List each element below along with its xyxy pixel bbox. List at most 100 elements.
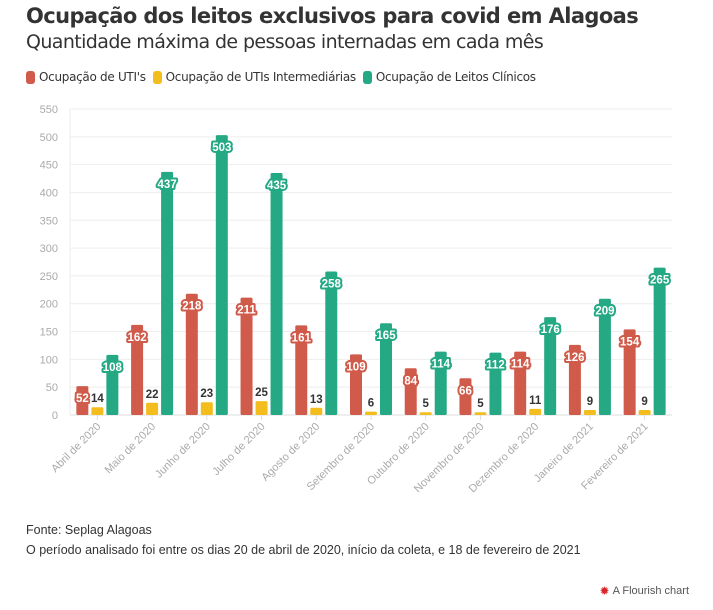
- period-note: O período analisado foi entre os dias 20…: [26, 543, 581, 557]
- data-label: 154: [620, 336, 640, 348]
- bar[interactable]: [106, 354, 119, 415]
- bar[interactable]: [76, 386, 89, 415]
- legend-item-uti[interactable]: Ocupação de UTI's: [26, 70, 146, 84]
- bar[interactable]: [598, 298, 611, 415]
- bar[interactable]: [91, 407, 104, 415]
- legend-label-uti-intermediaria: Ocupação de UTIs Intermediárias: [165, 70, 356, 84]
- legend: Ocupação de UTI's Ocupação de UTIs Inter…: [26, 70, 543, 84]
- data-label: 5: [477, 398, 484, 410]
- bar[interactable]: [459, 378, 472, 415]
- y-tick-label: 0: [52, 410, 58, 422]
- data-label: 112: [486, 360, 505, 372]
- flourish-credit-link[interactable]: ✹ A Flourish chart: [600, 584, 689, 598]
- bar[interactable]: [325, 271, 338, 415]
- bar[interactable]: [255, 401, 268, 415]
- data-labels: 52 14 108 162 22 437 218 23 503 211 25 435 161 13 258 1…: [74, 140, 672, 412]
- bar[interactable]: [514, 351, 527, 415]
- legend-label-uti: Ocupação de UTI's: [39, 70, 146, 84]
- data-label: 437: [157, 179, 176, 191]
- chart-title: Ocupação dos leitos exclusivos para covi…: [26, 4, 639, 28]
- bar[interactable]: [380, 323, 392, 415]
- data-label: 6: [368, 398, 374, 410]
- data-label: 114: [511, 359, 530, 371]
- bar[interactable]: [653, 267, 666, 415]
- data-label: 109: [346, 361, 365, 373]
- data-label: 25: [255, 387, 268, 399]
- y-tick-label: 550: [40, 104, 58, 116]
- x-tick-label: Junho de 2020: [153, 421, 213, 481]
- bar[interactable]: [200, 402, 213, 415]
- data-label: 503: [212, 142, 231, 154]
- x-tick-label: Julho de 2020: [210, 421, 267, 478]
- bar[interactable]: [240, 297, 253, 415]
- bar[interactable]: [215, 135, 228, 415]
- y-tick-label: 500: [40, 132, 58, 144]
- source-note: Fonte: Seplag Alagoas: [26, 523, 152, 537]
- bar[interactable]: [623, 329, 636, 415]
- data-label: 176: [541, 324, 560, 336]
- data-label: 22: [146, 389, 159, 401]
- x-tick-label: Agosto de 2020: [259, 421, 322, 484]
- bar-chart: 0 50 100 150 200 250 300 350 400 450 500 550 52 14 10…: [40, 104, 672, 495]
- bar[interactable]: [295, 325, 308, 415]
- bar[interactable]: [568, 344, 581, 415]
- data-label: 23: [200, 388, 213, 400]
- data-label: 435: [267, 180, 287, 192]
- data-label: 13: [310, 394, 323, 406]
- data-label: 108: [103, 362, 123, 374]
- bars: [76, 135, 666, 415]
- y-tick-label: 400: [40, 187, 58, 199]
- bar[interactable]: [638, 409, 651, 415]
- data-label: 66: [459, 385, 472, 397]
- legend-swatch-leitos-clinicos: [362, 70, 372, 84]
- bar[interactable]: [434, 351, 447, 415]
- bar[interactable]: [161, 171, 174, 415]
- data-label: 162: [127, 332, 146, 344]
- legend-item-uti-intermediaria[interactable]: Ocupação de UTIs Intermediárias: [152, 70, 356, 84]
- y-tick-label: 300: [40, 243, 58, 255]
- legend-item-leitos-clinicos[interactable]: Ocupação de Leitos Clínicos: [362, 70, 536, 84]
- legend-label-leitos-clinicos: Ocupação de Leitos Clínicos: [375, 70, 536, 84]
- x-tick-label: Abril de 2020: [49, 421, 103, 475]
- data-label: 209: [595, 306, 614, 318]
- y-tick-label: 250: [40, 271, 58, 283]
- bar[interactable]: [404, 368, 417, 415]
- bar[interactable]: [131, 324, 144, 415]
- bar[interactable]: [544, 317, 557, 415]
- data-label: 126: [565, 352, 584, 364]
- legend-swatch-uti: [26, 70, 35, 84]
- data-label: 9: [641, 396, 647, 408]
- data-label: 165: [376, 330, 396, 342]
- y-axis: 0 50 100 150 200 250 300 350 400 450 500 550: [40, 104, 71, 422]
- data-label: 211: [237, 305, 256, 317]
- bar[interactable]: [474, 412, 487, 415]
- bar[interactable]: [529, 408, 542, 415]
- bar[interactable]: [185, 293, 198, 415]
- data-label: 5: [423, 398, 430, 410]
- bar[interactable]: [270, 172, 283, 415]
- y-tick-label: 350: [40, 215, 58, 227]
- legend-swatch-uti-intermediaria: [152, 70, 162, 84]
- bar[interactable]: [489, 352, 502, 415]
- y-tick-label: 450: [40, 160, 58, 172]
- flourish-credit-text: A Flourish chart: [612, 585, 689, 597]
- y-tick-label: 150: [40, 327, 58, 339]
- bar[interactable]: [419, 412, 432, 415]
- data-label: 14: [91, 393, 104, 405]
- data-label: 11: [529, 395, 542, 407]
- data-label: 84: [404, 375, 417, 387]
- y-tick-label: 50: [46, 382, 58, 394]
- data-label: 9: [587, 396, 593, 408]
- bar[interactable]: [350, 354, 362, 415]
- data-label: 52: [76, 393, 89, 405]
- data-label: 114: [431, 359, 450, 371]
- bar[interactable]: [146, 402, 159, 415]
- data-label: 218: [182, 301, 202, 313]
- x-tick-label: Maio de 2020: [103, 421, 159, 477]
- bar[interactable]: [310, 407, 323, 415]
- bar[interactable]: [365, 411, 377, 415]
- gridlines: [70, 108, 672, 416]
- flourish-logo-icon: ✹: [599, 584, 610, 598]
- bar[interactable]: [583, 409, 596, 415]
